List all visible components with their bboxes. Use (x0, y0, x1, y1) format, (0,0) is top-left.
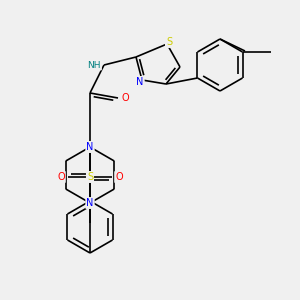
Text: O: O (57, 172, 65, 182)
Text: N: N (136, 77, 144, 87)
Text: O: O (121, 93, 129, 103)
Text: S: S (87, 172, 93, 182)
Text: O: O (115, 172, 123, 182)
Text: N: N (86, 142, 94, 152)
Text: S: S (166, 37, 172, 47)
Text: NH: NH (88, 61, 101, 70)
Text: N: N (86, 198, 94, 208)
